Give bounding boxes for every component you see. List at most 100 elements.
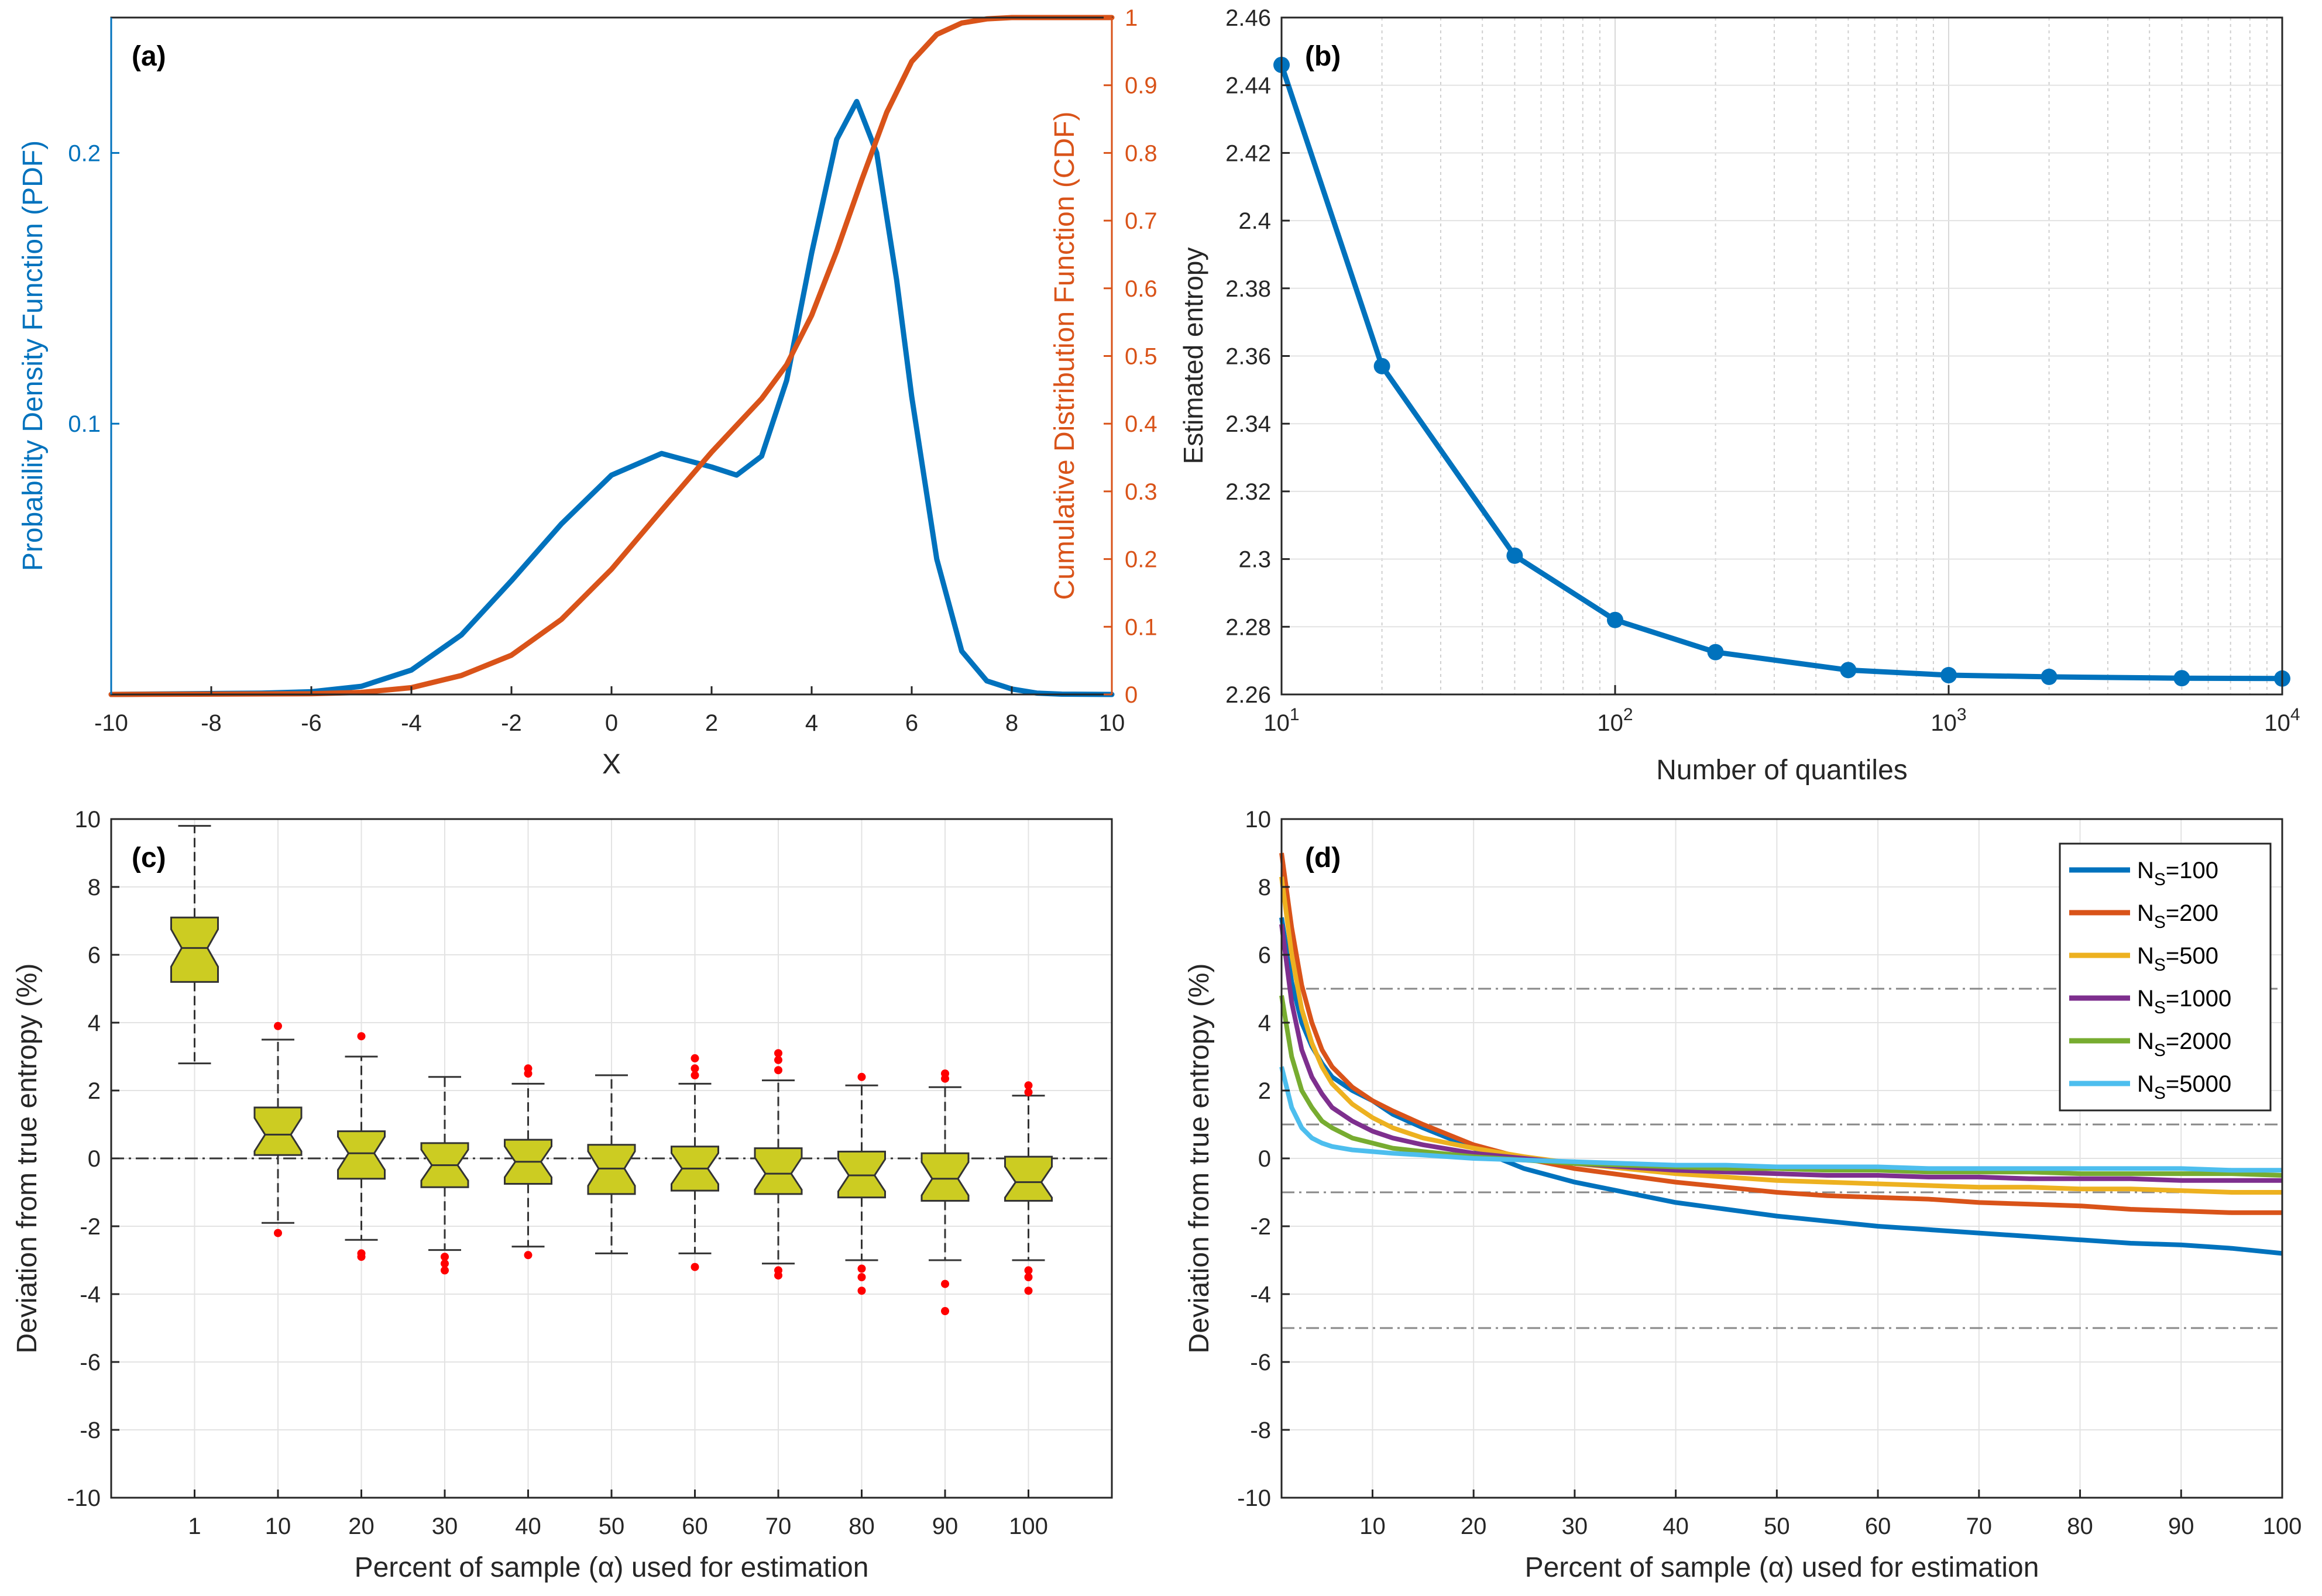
y-tick-label-right: 0.7 (1125, 208, 1157, 234)
x-tick-label: -4 (401, 710, 422, 736)
x-tick-label: 100 (2263, 1514, 2302, 1539)
outlier-point (1024, 1273, 1033, 1281)
outlier-point (1024, 1266, 1033, 1275)
outlier-point (1024, 1287, 1033, 1295)
panel-d-xlabel: Percent of sample (α) used for estimatio… (1525, 1552, 2039, 1583)
outlier-point (441, 1253, 449, 1261)
outlier-point (774, 1049, 782, 1058)
y-tick-label-right: 0 (1125, 682, 1138, 708)
y-tick-label: 2.3 (1238, 547, 1271, 573)
outlier-point (274, 1021, 282, 1030)
panel-c-boxes (170, 825, 1053, 1315)
box-90 (920, 1069, 970, 1315)
y-tick-label: 2.26 (1225, 682, 1271, 708)
box-80 (837, 1072, 886, 1295)
box-1 (170, 825, 219, 1065)
outlier-point (524, 1064, 533, 1073)
box-body (920, 1152, 970, 1202)
y-tick-label: 2 (1258, 1078, 1271, 1104)
y-tick-label: 4 (1258, 1010, 1271, 1036)
outlier-point (524, 1251, 533, 1260)
y-tick-label: 0 (88, 1146, 101, 1172)
outlier-point (857, 1072, 866, 1081)
panel-c-label: (c) (132, 842, 166, 873)
data-point (2173, 670, 2190, 687)
panel-d-legend: NS=100 NS=200 NS=500 NS=1000 NS=2000 NS=5000 (2059, 842, 2272, 1112)
y-tick-label: 2.38 (1225, 276, 1271, 302)
x-tick-label: 8 (1005, 710, 1018, 736)
outlier-point (274, 1229, 282, 1237)
panel-d-label: (d) (1305, 842, 1341, 873)
box-body (337, 1130, 386, 1180)
y-tick-label: -10 (67, 1485, 101, 1511)
y-tick-label: -6 (80, 1350, 101, 1375)
x-tick-label: 101 (1263, 705, 1299, 736)
y-tick-label-right: 0.1 (1125, 614, 1157, 640)
panel-b-label: (b) (1305, 41, 1341, 72)
series-line-ns=200 (1279, 852, 2282, 1215)
series-line-cdf (108, 15, 1115, 697)
outlier-point (691, 1064, 699, 1073)
y-tick-label-right: 0.4 (1125, 411, 1157, 437)
outlier-point (441, 1266, 449, 1275)
panel-b-series (1273, 56, 2290, 687)
outlier-point (774, 1271, 782, 1280)
y-tick-label: 2.42 (1225, 140, 1271, 166)
x-tick-label: 10 (1359, 1514, 1386, 1539)
x-tick-label: 40 (515, 1514, 541, 1539)
box-60 (671, 1054, 719, 1271)
y-tick-label-right: 0.2 (1125, 547, 1157, 573)
outlier-point (857, 1287, 866, 1295)
panel-c-xlabel: Percent of sample (α) used for estimatio… (355, 1552, 869, 1583)
box-50 (587, 1074, 636, 1254)
y-tick-label: -10 (1237, 1485, 1271, 1511)
outlier-point (857, 1264, 866, 1273)
outlier-point (941, 1279, 949, 1288)
y-tick-label: 0 (1258, 1146, 1271, 1172)
outlier-point (857, 1273, 866, 1281)
x-tick-label: 60 (682, 1514, 708, 1539)
data-point (1707, 644, 1724, 661)
y-tick-label: 8 (1258, 875, 1271, 900)
y-tick-label: -6 (1250, 1350, 1271, 1375)
y-tick-label: -2 (80, 1214, 101, 1240)
legend-label: NS=100 (2137, 858, 2218, 889)
panel-a: -10 -8 -6 -4 -2 0 2 4 6 8 10 0.1 0.2 0 0.1 0.2 0.3 0.4 0.5… (18, 5, 1157, 780)
outlier-point (941, 1074, 949, 1083)
outlier-point (1024, 1081, 1033, 1090)
x-tick-label: 40 (1663, 1514, 1689, 1539)
y-tick-label: 8 (88, 875, 101, 900)
panel-a-axes-frame (110, 16, 1113, 696)
panel-d-series (1279, 852, 2283, 1256)
legend-label: NS=1000 (2137, 986, 2231, 1017)
x-tick-label: -2 (501, 710, 522, 736)
outlier-point (691, 1054, 699, 1062)
y-tick-label: 10 (75, 807, 101, 833)
outlier-point (941, 1307, 949, 1315)
panel-b-ylabel: Estimated entropy (1178, 247, 1208, 465)
box-20 (337, 1032, 386, 1261)
y-tick-label: 2.44 (1225, 73, 1271, 99)
y-tick-label: -2 (1250, 1214, 1271, 1240)
x-tick-label: 90 (932, 1514, 959, 1539)
y-tick-label-left: 0.2 (68, 140, 101, 166)
outlier-point (357, 1032, 366, 1041)
y-tick-label-right: 1 (1125, 5, 1138, 31)
box-70 (754, 1049, 803, 1280)
box-40 (504, 1064, 552, 1260)
outlier-point (774, 1055, 782, 1064)
x-tick-label: -10 (94, 710, 128, 736)
data-point (1940, 667, 1957, 684)
x-tick-label: 103 (1931, 705, 1966, 736)
x-tick-label: 30 (1562, 1514, 1588, 1539)
panel-c: -10 -8 -6 -4 -2 0 2 4 6 8 10 1 10 20 30 40 50 60 70 80 90 100… (12, 807, 1113, 1583)
x-tick-label: 60 (1865, 1514, 1891, 1539)
y-tick-label-right: 0.6 (1125, 276, 1157, 302)
panel-d-ylabel: Deviation from true entropy (%) (1184, 964, 1215, 1354)
legend-label: NS=200 (2137, 900, 2218, 932)
box-body (1004, 1155, 1053, 1202)
box-body (170, 916, 219, 983)
data-point (1506, 547, 1523, 564)
